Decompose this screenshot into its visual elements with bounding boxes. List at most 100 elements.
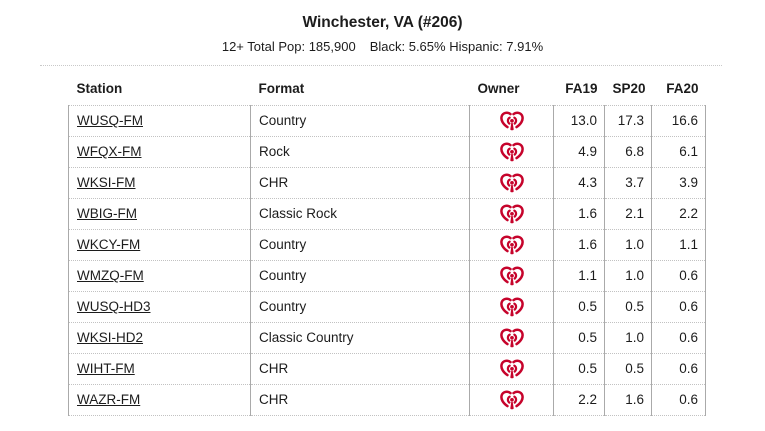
station-link[interactable]: WFQX-FM <box>77 144 142 159</box>
column-header-format: Format <box>250 74 470 106</box>
fa19-cell: 1.6 <box>553 229 605 261</box>
table-row: WUSQ-HD3 Country 0.5 0.5 0.6 <box>68 291 706 323</box>
column-header-fa20: FA20 <box>651 74 706 106</box>
station-link[interactable]: WBIG-FM <box>77 206 137 221</box>
station-link[interactable]: WIHT-FM <box>77 361 135 376</box>
fa19-cell: 1.6 <box>553 198 605 230</box>
iheart-logo-icon <box>499 266 524 285</box>
fa19-cell: 0.5 <box>553 291 605 323</box>
station-link[interactable]: WUSQ-FM <box>77 113 143 128</box>
owner-cell <box>469 105 554 137</box>
table-row: WBIG-FM Classic Rock 1.6 2.1 2.2 <box>68 198 706 230</box>
iheart-logo-icon <box>499 204 524 223</box>
format-cell: Classic Country <box>250 322 470 354</box>
fa20-cell: 1.1 <box>651 229 706 261</box>
fa20-cell: 16.6 <box>651 105 706 137</box>
station-link[interactable]: WUSQ-HD3 <box>77 299 151 314</box>
table-row: WUSQ-FM Country 13.0 17.3 16.6 <box>68 105 706 137</box>
table-row: WFQX-FM Rock 4.9 6.8 6.1 <box>68 136 706 168</box>
station-cell: WUSQ-HD3 <box>68 291 251 323</box>
table-row: WKSI-FM CHR 4.3 3.7 3.9 <box>68 167 706 199</box>
divider <box>40 65 722 66</box>
station-cell: WUSQ-FM <box>68 105 251 137</box>
fa20-cell: 6.1 <box>651 136 706 168</box>
owner-cell <box>469 136 554 168</box>
demographics-stat: Black: 5.65% Hispanic: 7.91% <box>369 39 544 54</box>
iheart-logo-icon <box>499 111 524 130</box>
sp20-cell: 6.8 <box>604 136 652 168</box>
fa19-cell: 13.0 <box>553 105 605 137</box>
iheart-logo-icon <box>499 328 524 347</box>
format-cell: Classic Rock <box>250 198 470 230</box>
sp20-cell: 3.7 <box>604 167 652 199</box>
fa20-cell: 3.9 <box>651 167 706 199</box>
station-cell: WKSI-FM <box>68 167 251 199</box>
sp20-cell: 0.5 <box>604 353 652 385</box>
fa20-cell: 2.2 <box>651 198 706 230</box>
population-stat: 12+ Total Pop: 185,900 <box>221 39 356 54</box>
format-cell: CHR <box>250 353 470 385</box>
format-cell: Country <box>250 229 470 261</box>
table-row: WKCY-FM Country 1.6 1.0 1.1 <box>68 229 706 261</box>
format-cell: CHR <box>250 384 470 416</box>
sp20-cell: 2.1 <box>604 198 652 230</box>
column-header-fa19: FA19 <box>553 74 605 106</box>
station-cell: WKCY-FM <box>68 229 251 261</box>
owner-cell <box>469 167 554 199</box>
table-row: WKSI-HD2 Classic Country 0.5 1.0 0.6 <box>68 322 706 354</box>
station-link[interactable]: WAZR-FM <box>77 392 141 407</box>
sp20-cell: 1.0 <box>604 229 652 261</box>
station-cell: WAZR-FM <box>68 384 251 416</box>
format-cell: CHR <box>250 167 470 199</box>
fa20-cell: 0.6 <box>651 260 706 292</box>
owner-cell <box>469 291 554 323</box>
iheart-logo-icon <box>499 235 524 254</box>
sp20-cell: 1.6 <box>604 384 652 416</box>
table-row: WMZQ-FM Country 1.1 1.0 0.6 <box>68 260 706 292</box>
iheart-logo-icon <box>499 173 524 192</box>
format-cell: Country <box>250 260 470 292</box>
fa20-cell: 0.6 <box>651 322 706 354</box>
sp20-cell: 1.0 <box>604 260 652 292</box>
column-header-station: Station <box>68 74 251 106</box>
owner-cell <box>469 353 554 385</box>
sp20-cell: 1.0 <box>604 322 652 354</box>
format-cell: Rock <box>250 136 470 168</box>
station-link[interactable]: WKCY-FM <box>77 237 141 252</box>
ratings-table: Station Format Owner FA19 SP20 FA20 WUSQ-FM C… <box>68 74 706 416</box>
fa19-cell: 4.9 <box>553 136 605 168</box>
iheart-logo-icon <box>499 390 524 409</box>
fa19-cell: 0.5 <box>553 353 605 385</box>
column-header-sp20: SP20 <box>604 74 652 106</box>
station-cell: WBIG-FM <box>68 198 251 230</box>
station-cell: WMZQ-FM <box>68 260 251 292</box>
iheart-logo-icon <box>499 297 524 316</box>
owner-cell <box>469 322 554 354</box>
iheart-logo-icon <box>499 142 524 161</box>
fa19-cell: 1.1 <box>553 260 605 292</box>
iheart-logo-icon <box>499 359 524 378</box>
owner-cell <box>469 384 554 416</box>
owner-cell <box>469 198 554 230</box>
station-link[interactable]: WKSI-FM <box>77 175 136 190</box>
owner-cell <box>469 229 554 261</box>
sp20-cell: 0.5 <box>604 291 652 323</box>
table-row: WIHT-FM CHR 0.5 0.5 0.6 <box>68 353 706 385</box>
station-link[interactable]: WKSI-HD2 <box>77 330 144 345</box>
station-link[interactable]: WMZQ-FM <box>77 268 144 283</box>
station-cell: WIHT-FM <box>68 353 251 385</box>
fa19-cell: 0.5 <box>553 322 605 354</box>
sp20-cell: 17.3 <box>604 105 652 137</box>
ratings-table-body: WUSQ-FM Country 13.0 17.3 16.6 WFQX-FM R… <box>68 105 706 416</box>
format-cell: Country <box>250 105 470 137</box>
station-cell: WFQX-FM <box>68 136 251 168</box>
fa19-cell: 2.2 <box>553 384 605 416</box>
fa20-cell: 0.6 <box>651 291 706 323</box>
market-stats: 12+ Total Pop: 185,900 Black: 5.65% Hispa… <box>0 39 765 54</box>
fa20-cell: 0.6 <box>651 384 706 416</box>
fa20-cell: 0.6 <box>651 353 706 385</box>
fa19-cell: 4.3 <box>553 167 605 199</box>
table-row: WAZR-FM CHR 2.2 1.6 0.6 <box>68 384 706 416</box>
format-cell: Country <box>250 291 470 323</box>
owner-cell <box>469 260 554 292</box>
